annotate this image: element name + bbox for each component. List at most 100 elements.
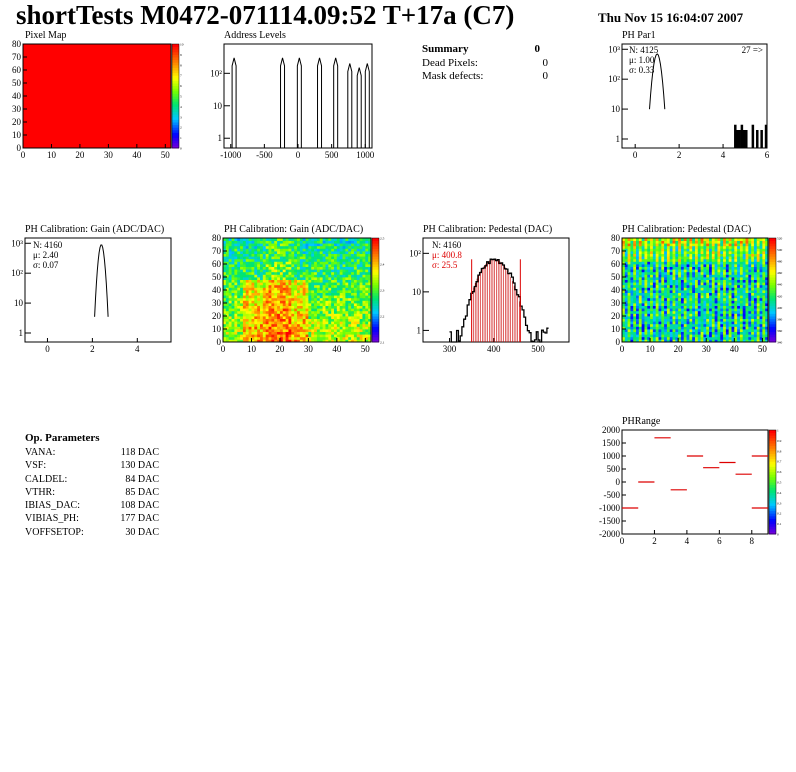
ph-gain-map-cell — [234, 316, 238, 319]
ph-gain-map-cell — [274, 261, 278, 265]
ph-gain-map-cell — [294, 253, 298, 257]
ph-gain-map-cell — [331, 238, 335, 241]
ph-pedestal-map-cell — [658, 316, 662, 319]
ph-gain-map-cell — [291, 253, 295, 257]
ph-gain-map-cell — [231, 310, 235, 314]
ph-gain-map-cell — [240, 264, 244, 267]
ph-gain-map-colorbar-cell — [372, 290, 379, 294]
ph-gain-map-cell — [297, 316, 301, 319]
ph-pedestal-map-cell — [697, 240, 702, 244]
ph-gain-map-cell — [325, 256, 329, 260]
ph-gain-map-cell — [262, 279, 267, 283]
ph-pedestal-map-cell — [734, 287, 738, 291]
ph-gain-map-cell — [368, 339, 372, 343]
ph-gain-map-cell — [223, 256, 227, 260]
ph-gain-map-cell — [279, 251, 284, 254]
ph-pedestal-map-cell — [683, 329, 687, 332]
ph-gain-map-cell — [248, 251, 252, 254]
ph-gain-map-cell — [228, 297, 232, 301]
ph-gain-map-cell — [240, 297, 244, 301]
ph-gain-map-cell — [331, 313, 335, 317]
ph-gain-map-cell — [234, 282, 238, 286]
ph-pedestal-map-cell — [703, 303, 707, 306]
ph-pedestal-map-cell — [669, 284, 673, 288]
ph-gain-map-cell — [288, 334, 292, 338]
ph-pedestal-map-cell — [756, 258, 760, 262]
ph-gain-map-cell — [231, 261, 235, 265]
ph-gain-map-cell — [299, 334, 304, 338]
ph-pedestal-hist-frame — [422, 237, 570, 343]
ph-range-colorbar-label: 0.8 — [777, 449, 782, 453]
ph-pedestal-map-cell — [655, 245, 659, 249]
ph-gain-map-cell — [277, 253, 281, 257]
ph-pedestal-map-cell — [622, 308, 626, 312]
ph-pedestal-map-cell — [711, 303, 716, 306]
ph-pedestal-map-cell — [745, 269, 749, 273]
ph-gain-map-cell — [231, 248, 235, 252]
ph-pedestal-map-cell — [720, 323, 724, 327]
ph-gain-map-cell — [351, 326, 355, 330]
ph-gain-map-cell — [365, 297, 369, 301]
ph-gain-map-cell — [251, 313, 255, 317]
ph-gain-map-cell — [285, 339, 289, 343]
ph-pedestal-map-cell — [753, 279, 758, 283]
ph-gain-map-cell — [325, 243, 329, 247]
ph-gain-map-cell — [223, 245, 227, 249]
ph-pedestal-map-cell — [765, 310, 769, 314]
ph-gain-map-cell — [351, 300, 355, 304]
ph-range-colorbar-cell — [769, 474, 776, 478]
ph-gain-map-cell — [351, 339, 355, 343]
ph-pedestal-map-cell — [700, 287, 704, 291]
ph-pedestal-map-cell — [683, 256, 687, 260]
ph-pedestal-map-cell — [728, 316, 732, 319]
ph-pedestal-map-cell — [762, 321, 766, 325]
ph-pedestal-map-cell — [655, 295, 659, 299]
ph-pedestal-map-cell — [765, 251, 769, 254]
ph-pedestal-map-cell — [658, 310, 662, 314]
ph-gain-map-cell — [325, 310, 329, 314]
ph-pedestal-map-cell — [717, 326, 721, 330]
ph-pedestal-map-cell — [666, 256, 671, 260]
ph-pedestal-map-cell — [650, 295, 654, 299]
ph-pedestal-map-cell — [675, 326, 679, 330]
ph-pedestal-map-cell — [672, 297, 676, 301]
ph-pedestal-map-cell — [697, 336, 702, 340]
ph-gain-map-cell — [265, 282, 269, 286]
ph-gain-map-cell — [242, 243, 247, 247]
ph-gain-map-cell — [345, 310, 349, 314]
ph-pedestal-map-cell — [739, 303, 744, 306]
ph-gain-map-cell — [368, 264, 372, 267]
ph-gain-map-cell — [294, 308, 298, 312]
ph-gain-map-cell — [245, 287, 250, 291]
ph-gain-map-cell — [328, 243, 332, 247]
ph-pedestal-map-cell — [751, 331, 755, 335]
ph-pedestal-map-cell — [638, 297, 643, 301]
ph-gain-map-cell — [311, 248, 315, 252]
ph-pedestal-map-cell — [709, 334, 713, 338]
ph-gain-map-cell — [242, 321, 247, 325]
ph-gain-map-cell — [268, 248, 272, 252]
ph-pedestal-map-cell — [689, 334, 693, 338]
ph-pedestal-map-cell — [711, 310, 716, 314]
ph-pedestal-map-cell — [695, 253, 699, 257]
ph-pedestal-map-cell — [622, 284, 626, 288]
ph-pedestal-map-cell — [664, 269, 668, 273]
ph-pedestal-map-colorbar-cell — [769, 245, 776, 249]
ph-pedestal-map-cell — [655, 274, 659, 278]
ph-pedestal-map-cell — [703, 305, 707, 309]
ph-gain-map-cell — [260, 287, 264, 291]
ph-gain-map-cell — [339, 292, 343, 296]
ph-gain-map-cell — [302, 305, 306, 309]
ph-gain-map-cell — [348, 336, 352, 340]
ph-pedestal-map-cell — [666, 318, 671, 322]
ph-pedestal-map-cell — [714, 264, 718, 267]
ph-gain-map-cell — [231, 279, 235, 283]
ph-pedestal-map-cell — [644, 300, 648, 304]
ph-gain-map-cell — [348, 282, 352, 286]
ph-pedestal-map-cell — [627, 274, 631, 278]
ph-gain-map-cell — [245, 266, 250, 270]
ph-gain-map-cell — [319, 295, 324, 299]
ph-pedestal-map-cell — [680, 305, 685, 309]
ph-par1-y-tick-label: 10 — [611, 104, 621, 114]
